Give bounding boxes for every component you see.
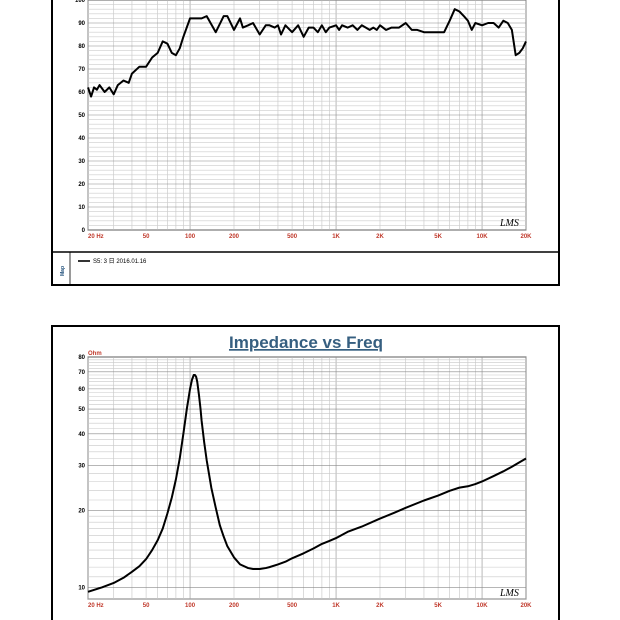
y-tick-label: 60 xyxy=(78,90,85,96)
frequency-response-chart: 0 10 20 30 40 50 60 70 80 90 100 20 Hz 50 100 200 500 1… xyxy=(51,0,560,286)
x-tick-label: 20 Hz xyxy=(88,234,104,240)
y-tick-label: 90 xyxy=(78,21,85,27)
y-tick-label: 10 xyxy=(78,205,85,211)
x-tick-label: 50 xyxy=(143,234,150,240)
chart-title: Impedance vs Freq xyxy=(229,333,383,352)
x-axis-tick-labels: 20 Hz 50 100 200 500 1K 2K 5K 10K 20K xyxy=(88,603,532,609)
y-tick-label: 50 xyxy=(78,113,85,119)
legend-side-label: Map xyxy=(60,266,66,276)
y-tick-label: 20 xyxy=(78,509,85,515)
grid xyxy=(87,0,527,231)
y-tick-label: 20 xyxy=(78,182,85,188)
y-tick-label: 40 xyxy=(78,136,85,142)
y-tick-label: 10 xyxy=(78,585,85,591)
y-axis-tick-labels: 10 20 30 40 50 60 70 80 xyxy=(78,355,85,591)
lms-logo: LMS xyxy=(499,218,519,229)
x-tick-label: 20K xyxy=(520,603,532,609)
x-tick-label: 2K xyxy=(376,603,384,609)
x-tick-label: 500 xyxy=(287,603,298,609)
spl-curve xyxy=(87,8,527,98)
x-tick-label: 1K xyxy=(332,603,340,609)
y-tick-label: 70 xyxy=(78,67,85,73)
x-tick-label: 10K xyxy=(477,234,489,240)
legend-entry: S5: 3 日 2016.01.16 xyxy=(93,258,147,265)
y-tick-label: 30 xyxy=(78,159,85,165)
lms-logo: LMS xyxy=(499,588,519,599)
x-tick-label: 10K xyxy=(477,603,489,609)
y-tick-label: 0 xyxy=(82,228,86,234)
x-tick-label: 5K xyxy=(434,603,442,609)
x-tick-label: 100 xyxy=(185,234,196,240)
y-axis-unit-label: Ohm xyxy=(88,351,102,357)
x-tick-label: 200 xyxy=(229,603,240,609)
x-tick-label: 20K xyxy=(520,234,532,240)
impedance-chart: Impedance vs Freq Ohm 10 20 30 40 50 60 70 80 2… xyxy=(51,325,560,620)
x-tick-label: 500 xyxy=(287,234,298,240)
x-axis-tick-labels: 20 Hz 50 100 200 500 1K 2K 5K 10K 20K xyxy=(88,234,532,240)
x-tick-label: 200 xyxy=(229,234,240,240)
impedance-curve xyxy=(87,374,527,593)
x-tick-label: 20 Hz xyxy=(88,603,104,609)
x-tick-label: 100 xyxy=(185,603,196,609)
y-axis-tick-labels: 0 10 20 30 40 50 60 70 80 90 100 xyxy=(75,0,86,234)
y-tick-label: 80 xyxy=(78,44,85,50)
y-tick-label: 70 xyxy=(78,370,85,376)
y-tick-label: 100 xyxy=(75,0,86,4)
plot-area xyxy=(87,356,527,600)
y-tick-label: 80 xyxy=(78,355,85,361)
x-tick-label: 1K xyxy=(332,234,340,240)
y-tick-label: 40 xyxy=(78,432,85,438)
x-tick-label: 50 xyxy=(143,603,150,609)
y-tick-label: 30 xyxy=(78,464,85,470)
y-tick-label: 50 xyxy=(78,407,85,413)
x-tick-label: 2K xyxy=(376,234,384,240)
grid xyxy=(87,356,527,600)
y-tick-label: 60 xyxy=(78,387,85,393)
x-tick-label: 5K xyxy=(434,234,442,240)
